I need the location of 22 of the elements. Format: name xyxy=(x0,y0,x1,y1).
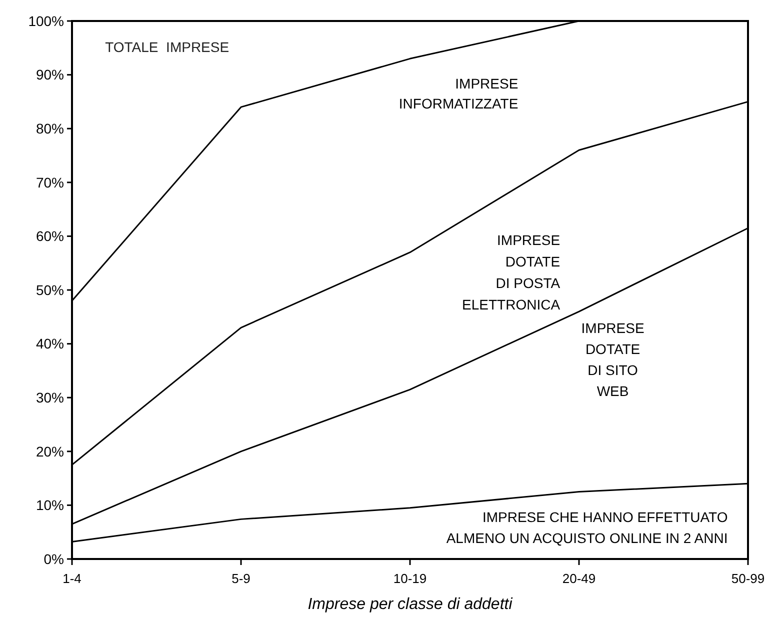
y-tick-label: 30% xyxy=(36,390,64,406)
series-label: IMPRESE CHE HANNO EFFETTUATO ALMENO UN ACQUISTO ONLINE IN 2 ANNI xyxy=(446,508,728,546)
x-axis-title: Imprese per classe di addetti xyxy=(308,596,513,613)
x-tick-label: 10-19 xyxy=(393,571,427,586)
series-label: IMPRESE DOTATE DI SITO WEB xyxy=(581,320,644,400)
y-tick-label: 10% xyxy=(36,497,64,514)
y-tick-label: 60% xyxy=(36,228,64,244)
annotation: TOTALE IMPRESE xyxy=(105,39,230,56)
y-tick-label: 70% xyxy=(36,174,64,190)
x-tick-label: 1-4 xyxy=(62,571,82,586)
series-label: IMPRESE DOTATE DI POSTA ELETTRONICA xyxy=(462,232,561,312)
series-label: IMPRESE INFORMATIZZATE xyxy=(398,75,518,112)
y-tick-label: 80% xyxy=(36,120,64,136)
y-tick-label: 20% xyxy=(36,443,64,460)
x-tick-label: 20-49 xyxy=(562,571,596,586)
y-tick-label: 0% xyxy=(44,550,64,567)
y-tick-label: 40% xyxy=(36,336,64,352)
y-tick-label: 50% xyxy=(36,282,64,298)
x-tick-label: 50-99 xyxy=(731,571,765,586)
x-tick-label: 5-9 xyxy=(232,571,250,586)
y-tick-label: 90% xyxy=(36,66,64,83)
y-tick-label: 100% xyxy=(28,12,64,29)
